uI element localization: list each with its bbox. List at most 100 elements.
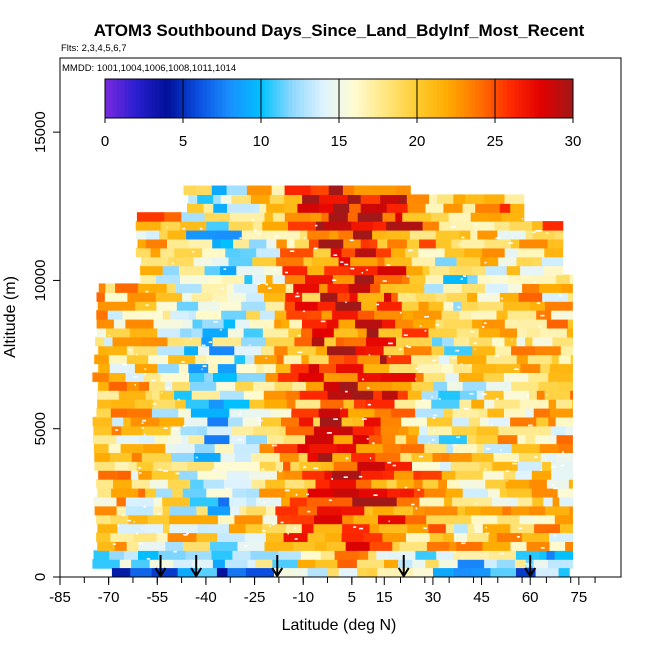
heatmap-cell (204, 265, 221, 276)
heatmap-cell (295, 301, 319, 311)
heatmap-cell (374, 425, 382, 436)
heatmap-cell (213, 372, 238, 382)
heatmap-cell (219, 390, 245, 400)
heatmap-cell (420, 470, 443, 480)
heatmap-cell (431, 212, 450, 222)
missing-data-speck (422, 399, 426, 401)
heatmap-cell (241, 230, 267, 240)
heatmap-cell (110, 452, 133, 462)
heatmap-cell (471, 514, 498, 525)
heatmap-cell (210, 301, 221, 311)
colorbar-segment (272, 79, 278, 118)
heatmap-cell (254, 354, 278, 365)
heatmap-cell (162, 310, 171, 320)
missing-data-speck (221, 287, 224, 290)
heatmap-cell (470, 283, 486, 293)
heatmap-cell (402, 310, 414, 320)
heatmap-cell (167, 479, 191, 489)
missing-data-speck (407, 346, 411, 348)
heatmap-cell (260, 345, 275, 356)
heatmap-cell (386, 203, 409, 213)
heatmap-cell (504, 408, 526, 418)
heatmap-cell (540, 363, 551, 373)
heatmap-cell (226, 185, 248, 195)
heatmap-cell (174, 390, 193, 400)
heatmap-cell (543, 496, 554, 507)
heatmap-cell (341, 416, 354, 427)
heatmap-cell (388, 336, 397, 347)
heatmap-cell (243, 390, 265, 400)
heatmap-cell (250, 452, 281, 462)
heatmap-cell (471, 310, 498, 320)
heatmap-cell (252, 256, 277, 267)
heatmap-cell (94, 452, 111, 462)
missing-data-speck (528, 424, 533, 427)
heatmap-cell (549, 363, 573, 373)
heatmap-cell (486, 354, 498, 365)
heatmap-cell (366, 327, 380, 338)
heatmap-cell (409, 274, 426, 284)
heatmap-cell (308, 354, 330, 365)
heatmap-cell (377, 265, 407, 276)
heatmap-cell (182, 488, 207, 498)
colorbar-segment (261, 79, 266, 118)
colorbar-segment (210, 79, 215, 118)
missing-data-speck (474, 348, 476, 350)
x-tick-label: -40 (195, 589, 217, 606)
missing-data-speck (431, 396, 433, 398)
heatmap-cell (117, 470, 132, 480)
heatmap-cell (511, 238, 520, 249)
heatmap-cell (348, 283, 371, 293)
heatmap-cell (380, 283, 397, 293)
heatmap-cell (97, 399, 112, 409)
heatmap-cell (108, 372, 127, 382)
missing-data-speck (272, 523, 275, 525)
missing-data-speck (531, 563, 533, 566)
heatmap-cell (307, 532, 326, 542)
missing-data-speck (451, 304, 454, 306)
chart-title: ATOM3 Southbound Days_Since_Land_BdyInf_… (94, 21, 585, 40)
heatmap-cell (554, 550, 573, 560)
heatmap-cell (377, 256, 386, 267)
colorbar-segment (444, 79, 449, 118)
heatmap-cell (265, 532, 285, 542)
heatmap-cell (342, 514, 354, 525)
heatmap-cell (455, 470, 484, 480)
heatmap-cell (188, 434, 205, 445)
heatmap-cell (175, 399, 187, 409)
heatmap-cell (492, 461, 519, 471)
heatmap-cell (536, 416, 549, 427)
heatmap-cell (475, 434, 499, 445)
missing-data-speck (463, 275, 467, 277)
heatmap-cell (428, 301, 444, 311)
missing-data-speck (482, 326, 485, 328)
heatmap-cell (326, 319, 340, 329)
heatmap-cell (93, 550, 110, 560)
colorbar-segment (467, 79, 473, 118)
latitude-arrow (271, 555, 284, 578)
heatmap-cell (331, 470, 362, 480)
heatmap-cell (229, 496, 247, 507)
heatmap-cell (327, 390, 352, 400)
heatmap-cell (260, 310, 276, 320)
heatmap-cell (489, 550, 517, 560)
missing-data-speck (538, 230, 542, 232)
colorbar-segment (183, 79, 188, 118)
heatmap-cell (437, 194, 454, 204)
heatmap-cell (162, 523, 171, 534)
missing-data-speck (404, 486, 408, 489)
missing-data-speck (382, 280, 387, 282)
heatmap-cell (234, 452, 252, 462)
heatmap-cell (525, 434, 536, 445)
heatmap-cell (402, 274, 410, 284)
heatmap-cell (239, 505, 247, 516)
heatmap-cell (532, 221, 544, 231)
heatmap-cell (332, 274, 356, 284)
heatmap-cell (323, 381, 340, 391)
missing-data-speck (400, 312, 402, 314)
heatmap-cell (566, 327, 573, 338)
heatmap-cell (393, 505, 414, 516)
heatmap-cell (453, 301, 463, 311)
heatmap-cell (425, 559, 440, 569)
heatmap-cell (528, 372, 549, 382)
